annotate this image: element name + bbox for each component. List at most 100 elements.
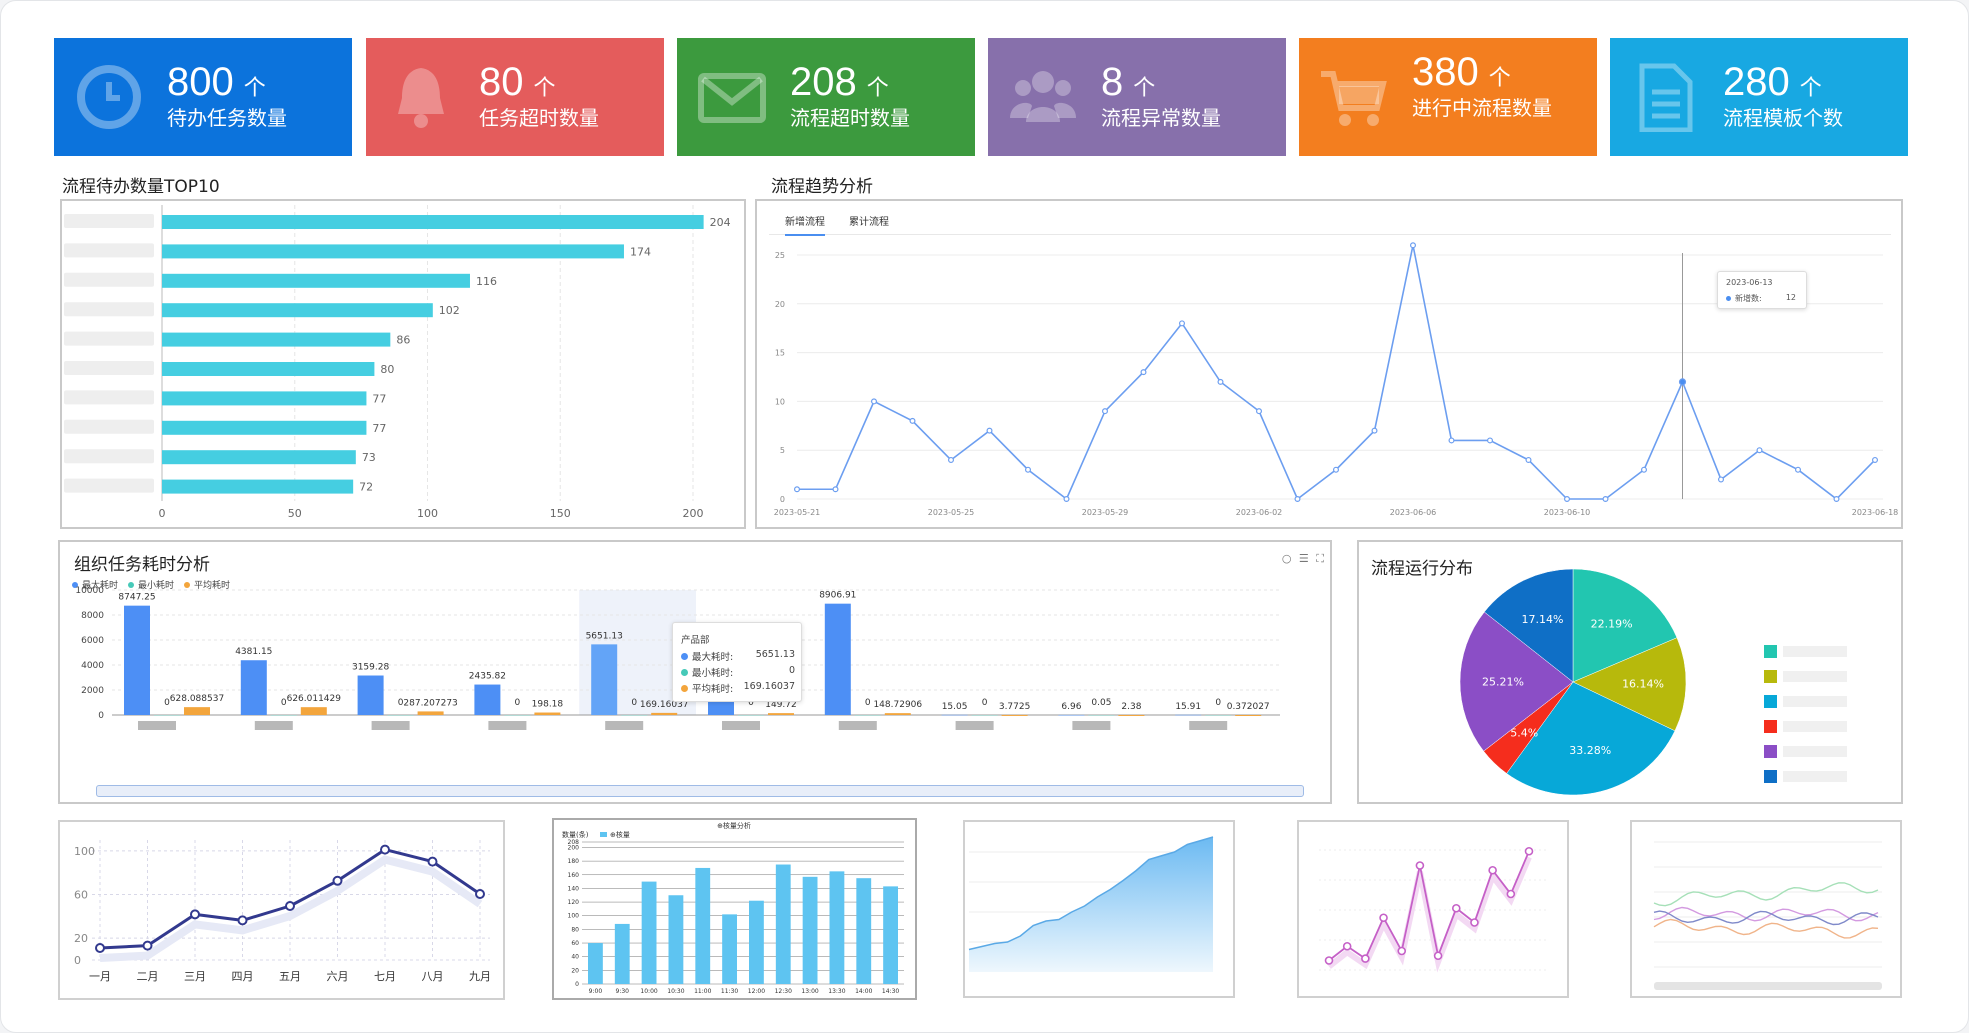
data-point bbox=[427, 856, 438, 867]
kpi-value: 380 个 bbox=[1412, 50, 1511, 100]
bar bbox=[829, 871, 845, 984]
data-point bbox=[1063, 496, 1070, 503]
avg-value-label: 169.16037 bbox=[640, 700, 689, 710]
y-tick-label: 0 bbox=[98, 711, 104, 721]
x-tick-label: 14:00 bbox=[855, 988, 872, 995]
data-point bbox=[1563, 496, 1570, 503]
trend-chart: 0 5 10 15 20 25 2023-05-21 2023-05-25 2023-05-29… bbox=[774, 242, 1898, 517]
x-tick-label: 0 bbox=[159, 507, 166, 520]
kpi-label: 待办任务数量 bbox=[167, 106, 287, 130]
data-point bbox=[1678, 378, 1687, 386]
category-label-placeholder bbox=[64, 302, 154, 317]
kpi-unit: 个 bbox=[1799, 75, 1822, 100]
category-label-placeholder bbox=[838, 721, 877, 730]
legend-dot bbox=[72, 582, 78, 588]
pie-slice-label: 16.14% bbox=[1622, 678, 1664, 691]
y-tick-label: 140 bbox=[568, 885, 580, 892]
data-point bbox=[909, 417, 916, 424]
avg-value-label: 149.72 bbox=[765, 700, 797, 710]
data-point bbox=[1361, 954, 1370, 963]
y-tick-label: 20 bbox=[571, 967, 579, 974]
data-point bbox=[142, 940, 153, 951]
legend-item[interactable]: 最小耗时 bbox=[128, 581, 174, 591]
org-tooltip-title: 产品部 bbox=[681, 635, 710, 646]
legend-item[interactable]: 平均耗时 bbox=[184, 581, 230, 591]
avg-value-label: 287.207273 bbox=[403, 698, 457, 708]
kpi-card[interactable]: 80 个任务超时数量 bbox=[366, 38, 664, 156]
legend-label: 平均耗时 bbox=[194, 581, 231, 591]
bar bbox=[695, 867, 711, 984]
tooltip-label: 最小耗时: bbox=[692, 668, 734, 679]
y-tick-label: 20 bbox=[74, 932, 88, 945]
legend-dot bbox=[128, 582, 135, 588]
x-tick-label: 六月 bbox=[327, 970, 349, 983]
kpi-value: 800 个 bbox=[167, 60, 266, 110]
x-tick-label: 13:30 bbox=[828, 988, 845, 995]
kpi-value: 80 个 bbox=[479, 60, 556, 110]
tab-cumulative-process[interactable]: 累计流程 bbox=[849, 217, 889, 228]
tab-new-process[interactable]: 新增流程 bbox=[785, 213, 825, 236]
y-tick-label: 0 bbox=[575, 981, 579, 988]
y-tick-label: 2000 bbox=[81, 686, 104, 696]
trend-tabs: 新增流程 累计流程 bbox=[769, 207, 1891, 236]
kpi-card[interactable]: 280 个流程模板个数 bbox=[1610, 38, 1908, 156]
bar-max-time bbox=[591, 644, 618, 715]
data-point bbox=[1525, 456, 1532, 463]
data-point bbox=[1451, 903, 1461, 913]
x-tick-label: 2023-06-02 bbox=[1236, 508, 1283, 517]
min-value-label: 0 bbox=[748, 698, 754, 708]
kpi-number: 80 bbox=[479, 60, 524, 104]
data-point bbox=[1332, 466, 1339, 473]
fullscreen-icon[interactable]: ⛶ bbox=[1316, 552, 1324, 565]
min-value-label: 0 bbox=[982, 698, 988, 708]
kpi-card[interactable]: 8 个流程异常数量 bbox=[988, 38, 1286, 156]
x-tick-label: 150 bbox=[550, 507, 571, 520]
y-tick-label: 0 bbox=[74, 954, 81, 967]
category-label-placeholder bbox=[254, 721, 293, 730]
bar bbox=[162, 332, 391, 347]
org-datazoom-slider[interactable] bbox=[96, 785, 1304, 797]
data-view-icon[interactable]: ☰ bbox=[1298, 552, 1309, 565]
x-tick-label: 八月 bbox=[422, 970, 444, 983]
data-point bbox=[1640, 466, 1647, 473]
kpi-card[interactable]: 800 个待办任务数量 bbox=[54, 38, 352, 156]
thumb-title: ⊕核量分析 bbox=[717, 821, 751, 830]
max-value-label: 15.05 bbox=[942, 702, 968, 712]
x-tick-label: 10:00 bbox=[640, 988, 657, 995]
max-value-label: 15.91 bbox=[1175, 702, 1201, 712]
trend-tooltip-date: 2023-06-13 bbox=[1726, 278, 1773, 287]
kpi-number: 800 bbox=[167, 60, 234, 104]
y-tick-label: 80 bbox=[571, 926, 579, 933]
kpi-card[interactable]: 208 个流程超时数量 bbox=[677, 38, 975, 156]
x-tick-label: 2023-05-29 bbox=[1082, 508, 1129, 517]
refresh-icon[interactable]: ○ bbox=[1281, 552, 1292, 565]
legend-label-placeholder bbox=[1783, 646, 1847, 657]
area-line bbox=[968, 836, 1214, 951]
x-tick-label: 12:00 bbox=[748, 988, 765, 995]
data-point bbox=[1294, 496, 1301, 503]
y-tick-label: 25 bbox=[775, 251, 785, 260]
bell-icon bbox=[398, 68, 444, 128]
x-tick-label: 三月 bbox=[184, 970, 206, 983]
line-shadow bbox=[99, 855, 483, 962]
bar-max-time bbox=[941, 714, 968, 716]
bar-max-time bbox=[357, 675, 384, 715]
data-point bbox=[1415, 861, 1425, 870]
bar-value-label: 116 bbox=[476, 275, 497, 288]
document-icon bbox=[1639, 63, 1693, 132]
x-tick-label: 14:30 bbox=[882, 988, 899, 995]
category-label-placeholder bbox=[955, 721, 994, 730]
tooltip-dot bbox=[681, 669, 688, 676]
legend-item[interactable]: 最大耗时 bbox=[72, 581, 118, 591]
tooltip-row: 最小耗时: 0 bbox=[681, 665, 795, 679]
bar-value-label: 204 bbox=[710, 216, 731, 229]
bar bbox=[668, 895, 684, 984]
data-point bbox=[332, 875, 343, 886]
kpi-card[interactable]: 380 个进行中流程数量 bbox=[1299, 38, 1597, 156]
tooltip-value: 5651.13 bbox=[755, 649, 795, 660]
y-tick-label: 10000 bbox=[75, 586, 104, 596]
min-value-label: 0 bbox=[1215, 698, 1221, 708]
category-label-placeholder bbox=[64, 390, 154, 405]
y-tick-label: 0 bbox=[780, 495, 785, 504]
data-point bbox=[190, 909, 200, 920]
